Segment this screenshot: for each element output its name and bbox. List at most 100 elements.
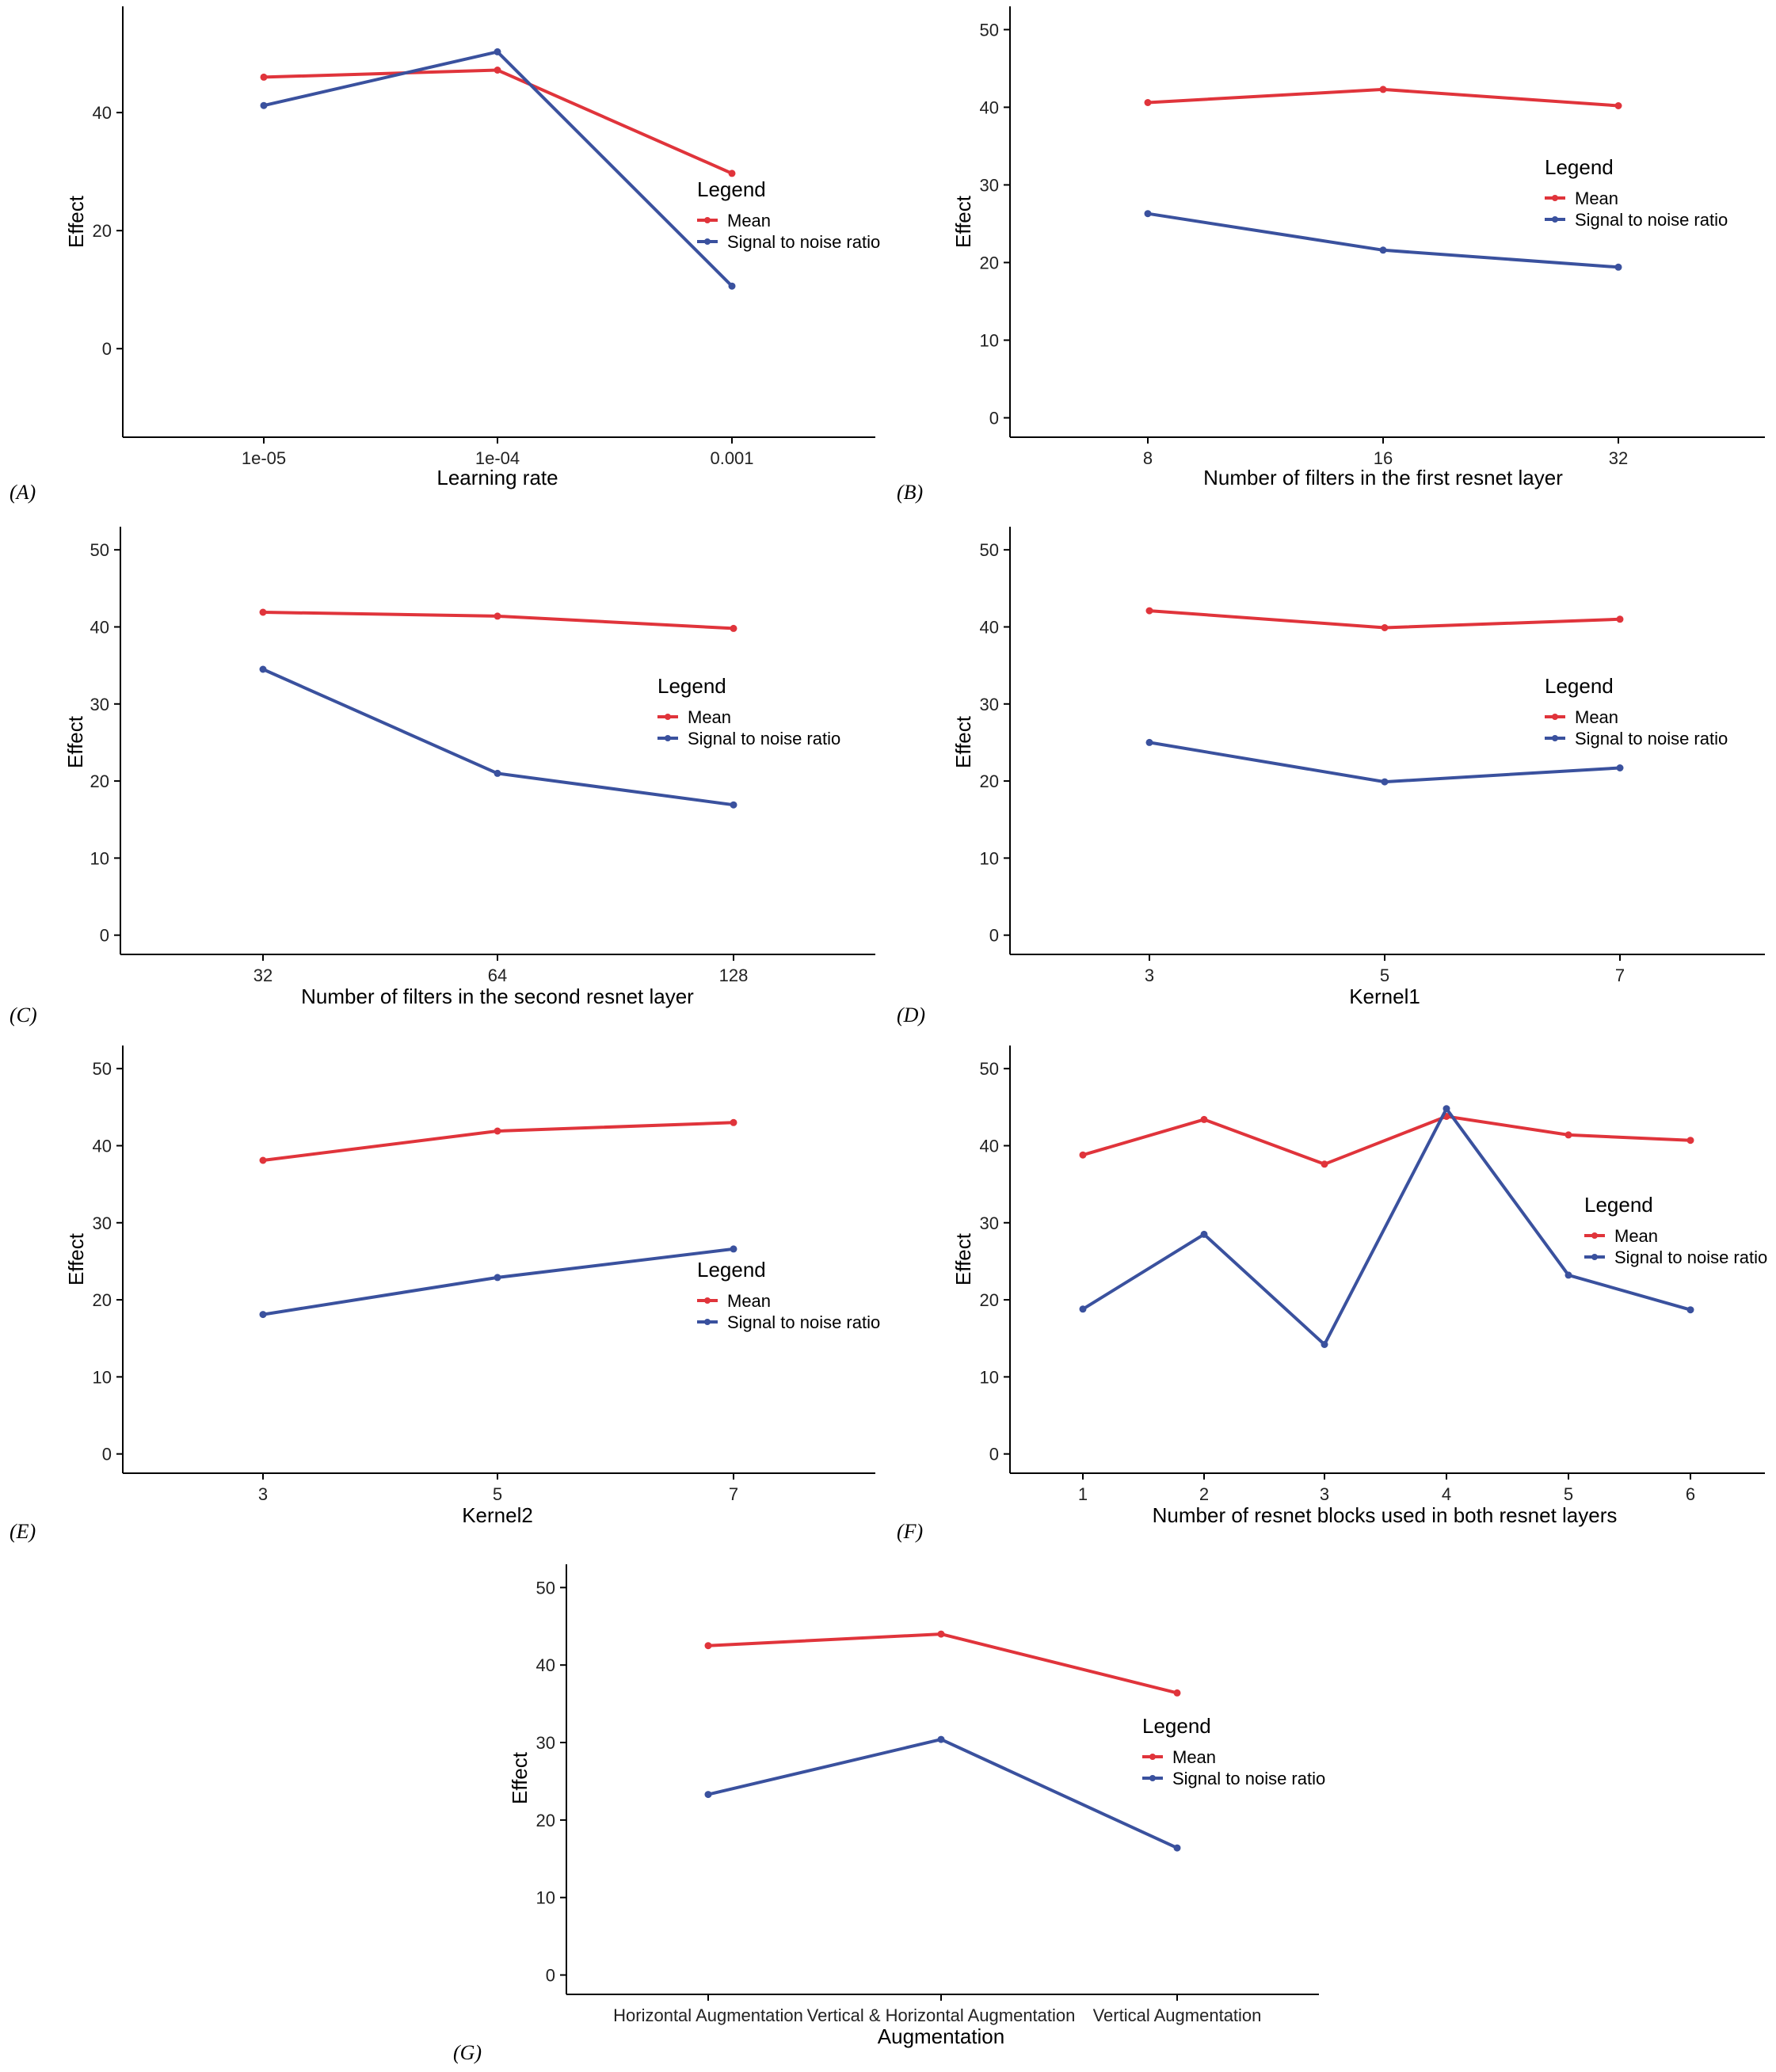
x-axis-title: Kernel2 <box>462 1503 533 1527</box>
data-point-mean <box>259 1156 267 1164</box>
y-axis-title: Effect <box>63 715 87 768</box>
legend-entry-label: Mean <box>1575 189 1618 208</box>
legend-entry-label: Signal to noise ratio <box>727 232 880 252</box>
y-tick-label: 40 <box>980 1136 999 1156</box>
x-axis-title: Number of filters in the second resnet l… <box>301 985 694 1008</box>
y-tick-label: 50 <box>980 20 999 40</box>
x-axis-title: Number of resnet blocks used in both res… <box>1153 1503 1618 1527</box>
y-tick-label: 20 <box>93 1290 112 1310</box>
x-axis-title: Number of filters in the first resnet la… <box>1203 466 1563 489</box>
data-point-snr <box>937 1735 945 1743</box>
y-tick-label: 30 <box>980 695 999 714</box>
y-tick-label: 40 <box>90 617 109 637</box>
data-point-snr <box>1616 764 1624 771</box>
y-tick-label: 30 <box>90 695 109 714</box>
legend-key-point <box>1552 195 1558 201</box>
legend-key-point <box>665 714 671 720</box>
legend-entry-label: Signal to noise ratio <box>1575 729 1728 748</box>
panel-label: (D) <box>897 1004 925 1026</box>
data-point-snr <box>1564 1271 1572 1279</box>
y-axis-title: Effect <box>64 195 88 248</box>
y-tick-label: 10 <box>93 1367 112 1387</box>
data-point-snr <box>259 1311 267 1319</box>
x-tick-label: 2 <box>1199 1484 1209 1504</box>
y-tick-label: 0 <box>100 926 109 946</box>
y-tick-label: 10 <box>980 1367 999 1387</box>
x-tick-label: Vertical Augmentation <box>1093 2005 1262 2025</box>
y-tick-label: 10 <box>980 848 999 868</box>
y-tick-label: 40 <box>980 97 999 117</box>
x-axis-title: Augmentation <box>878 2024 1004 2048</box>
data-point-snr <box>259 665 267 673</box>
legend-key-point <box>1552 216 1558 223</box>
y-tick-label: 30 <box>93 1213 112 1233</box>
legend-title: Legend <box>1142 1714 1211 1738</box>
x-tick-label: 5 <box>493 1484 502 1504</box>
legend-title: Legend <box>697 1258 766 1282</box>
x-tick-label: 7 <box>1615 966 1625 985</box>
x-tick-label: 1 <box>1078 1484 1088 1504</box>
series-line-mean <box>707 1632 1178 1695</box>
y-tick-label: 0 <box>546 1966 555 1986</box>
legend-key-point <box>665 735 671 741</box>
x-tick-label: Vertical & Horizontal Augmentation <box>807 2005 1076 2025</box>
y-tick-label: 0 <box>102 339 112 359</box>
y-axis-title: Effect <box>951 195 975 248</box>
legend-entry-label: Signal to noise ratio <box>1614 1247 1767 1267</box>
y-tick-label: 10 <box>90 848 109 868</box>
x-tick-label: 3 <box>1145 966 1154 985</box>
x-tick-label: Horizontal Augmentation <box>613 2005 803 2025</box>
legend-key-point <box>1149 1754 1156 1760</box>
data-point-snr <box>1686 1306 1694 1314</box>
chart-panel-C: 0 10 20 30 40 50 32 64 128 Number of filters in t… <box>10 527 875 1026</box>
data-point-snr <box>1079 1305 1087 1313</box>
y-tick-label: 30 <box>536 1733 555 1753</box>
chart-panel-D: 0 10 20 30 40 50 3 5 7 Kernel1 Effect Legend Mean Sig… <box>897 527 1765 1026</box>
data-point-mean <box>494 612 501 620</box>
data-point-mean <box>937 1630 945 1638</box>
legend-title: Legend <box>657 674 726 698</box>
y-tick-label: 0 <box>102 1445 112 1464</box>
x-tick-label: 32 <box>1609 448 1628 468</box>
legend-key-point <box>1149 1775 1156 1781</box>
data-point-snr <box>728 282 736 290</box>
data-point-snr <box>1443 1105 1450 1113</box>
y-tick-label: 50 <box>93 1059 112 1079</box>
legend-entry-label: Mean <box>727 211 771 230</box>
chart-panel-A: 0 20 40 1e-05 1e-04 0.001 Learning rate Effect L… <box>10 6 880 504</box>
x-tick-label: 32 <box>253 966 272 985</box>
data-point-snr <box>730 1245 737 1253</box>
data-point-mean <box>494 67 501 74</box>
data-point-snr <box>1614 263 1622 271</box>
y-tick-label: 10 <box>536 1888 555 1908</box>
data-point-mean <box>730 1118 737 1126</box>
data-point-mean <box>1079 1151 1087 1159</box>
legend-title: Legend <box>1545 155 1614 179</box>
y-tick-label: 40 <box>980 617 999 637</box>
y-tick-label: 20 <box>980 1290 999 1310</box>
x-tick-label: 64 <box>488 966 507 985</box>
legend-key-point <box>704 238 711 245</box>
y-tick-label: 50 <box>536 1578 555 1598</box>
y-tick-label: 20 <box>536 1811 555 1830</box>
y-tick-label: 40 <box>536 1655 555 1675</box>
y-tick-label: 10 <box>980 330 999 350</box>
legend-entry-label: Signal to noise ratio <box>1575 210 1728 230</box>
y-tick-label: 20 <box>980 253 999 272</box>
legend-entry-label: Signal to noise ratio <box>727 1312 880 1332</box>
legend-entry-label: Signal to noise ratio <box>1172 1769 1325 1788</box>
y-tick-label: 40 <box>93 1136 112 1156</box>
data-point-snr <box>494 48 501 55</box>
legend-key-point <box>704 1319 711 1325</box>
chart-panel-B: 0 10 20 30 40 50 8 16 32 Number of filters in the… <box>897 6 1765 504</box>
y-tick-label: 40 <box>93 103 112 123</box>
data-point-snr <box>1144 210 1152 218</box>
series-line-snr <box>1149 741 1621 784</box>
legend-title: Legend <box>1545 674 1614 698</box>
x-tick-label: 5 <box>1380 966 1389 985</box>
data-point-mean <box>1321 1160 1328 1168</box>
data-point-mean <box>1381 624 1389 631</box>
y-tick-label: 20 <box>980 771 999 791</box>
